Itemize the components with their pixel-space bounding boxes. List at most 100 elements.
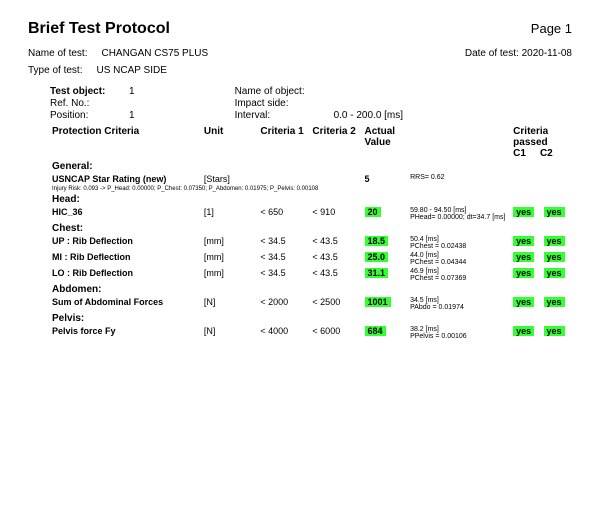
row-star: USNCAP Star Rating (new) [Stars] 5 RRS= … bbox=[50, 173, 572, 185]
star-c1 bbox=[258, 173, 310, 185]
up-c2: < 43.5 bbox=[310, 235, 362, 251]
lo-p2: yes bbox=[544, 268, 565, 278]
up-note1: 50.4 [ms] bbox=[410, 236, 509, 243]
name-of-object-label: Name of object: bbox=[235, 86, 330, 97]
pel-actual: 684 bbox=[365, 326, 386, 336]
hic-p2: yes bbox=[544, 207, 565, 217]
impact-side-label: Impact side: bbox=[235, 98, 330, 109]
row-hic: HIC_36 [1] < 650 < 910 20 59.80 - 94.50 … bbox=[50, 206, 572, 222]
star-name: USNCAP Star Rating (new) bbox=[50, 173, 202, 185]
lo-name: LO : Rib Deflection bbox=[50, 267, 202, 283]
hic-name: HIC_36 bbox=[50, 206, 202, 222]
name-of-test-value: CHANGAN CS75 PLUS bbox=[101, 48, 208, 59]
body-indent: Test object: 1 Ref. No.: Position: 1 Name … bbox=[28, 86, 572, 341]
hic-c1: < 650 bbox=[258, 206, 310, 222]
section-pelvis: Pelvis: bbox=[50, 312, 572, 325]
hdr-p2: C2 bbox=[540, 148, 564, 159]
star-unit: [Stars] bbox=[202, 173, 258, 185]
report-page: Brief Test Protocol Page 1 Name of test:… bbox=[0, 0, 600, 351]
pel-p1: yes bbox=[513, 326, 534, 336]
hic-p1: yes bbox=[513, 207, 534, 217]
abd-c2: < 2500 bbox=[310, 296, 362, 312]
star-risk: Injury Risk: 0.093 -> P_Head: 0.00000; P… bbox=[50, 185, 572, 193]
pel-note1: 38.2 [ms] bbox=[410, 326, 509, 333]
hic-note2: PHead= 0.00000; dt=34.7 [ms] bbox=[410, 214, 509, 221]
hic-actual: 20 bbox=[365, 207, 381, 217]
lo-note2: PChest = 0.07369 bbox=[410, 275, 509, 282]
pel-p2: yes bbox=[544, 326, 565, 336]
up-unit: [mm] bbox=[202, 235, 258, 251]
hdr-passed: Criteria passed C1 C2 bbox=[511, 125, 572, 160]
test-object-label: Test object: bbox=[50, 86, 125, 97]
pel-c1: < 4000 bbox=[258, 325, 310, 341]
abd-note2: PAbdo = 0.01974 bbox=[410, 304, 509, 311]
hdr-p1: C1 bbox=[513, 148, 537, 159]
hdr-criteria: Protection Criteria bbox=[50, 125, 202, 160]
hdr-passed-label: Criteria passed bbox=[513, 126, 570, 148]
title-row: Brief Test Protocol Page 1 bbox=[28, 20, 572, 38]
pel-note2: PPelvis = 0.00106 bbox=[410, 333, 509, 340]
ref-no-label: Ref. No.: bbox=[50, 98, 125, 109]
lo-unit: [mm] bbox=[202, 267, 258, 283]
pel-c2: < 6000 bbox=[310, 325, 362, 341]
mi-c1: < 34.5 bbox=[258, 251, 310, 267]
date-of-test-value: 2020-11-08 bbox=[522, 48, 572, 59]
mi-unit: [mm] bbox=[202, 251, 258, 267]
up-actual: 18.5 bbox=[365, 236, 389, 246]
position-label: Position: bbox=[50, 110, 125, 121]
type-of-test-value: US NCAP SIDE bbox=[96, 65, 166, 76]
row-up: UP : Rib Deflection [mm] < 34.5 < 43.5 1… bbox=[50, 235, 572, 251]
star-c2 bbox=[310, 173, 362, 185]
mi-p1: yes bbox=[513, 252, 534, 262]
object-block: Test object: 1 Ref. No.: Position: 1 Name … bbox=[50, 86, 572, 121]
mi-note2: PChest = 0.04344 bbox=[410, 259, 509, 266]
row-lo: LO : Rib Deflection [mm] < 34.5 < 43.5 3… bbox=[50, 267, 572, 283]
abd-actual: 1001 bbox=[365, 297, 391, 307]
row-abd: Sum of Abdominal Forces [N] < 2000 < 250… bbox=[50, 296, 572, 312]
section-chest: Chest: bbox=[50, 222, 572, 235]
abd-note1: 34.5 [ms] bbox=[410, 297, 509, 304]
hdr-actual: Actual Value bbox=[363, 125, 409, 160]
up-p2: yes bbox=[544, 236, 565, 246]
star-actual: 5 bbox=[365, 174, 370, 184]
criteria-table: Protection Criteria Unit Criteria 1 Crit… bbox=[50, 125, 572, 341]
page-title: Brief Test Protocol bbox=[28, 20, 170, 38]
date-of-test-label: Date of test: bbox=[465, 48, 519, 59]
hdr-c2: Criteria 2 bbox=[310, 125, 362, 160]
hic-note1: 59.80 - 94.50 [ms] bbox=[410, 207, 509, 214]
star-note: RRS= 0.62 bbox=[408, 173, 511, 185]
page-number: Page 1 bbox=[531, 21, 572, 36]
section-abdomen: Abdomen: bbox=[50, 283, 572, 296]
lo-c2: < 43.5 bbox=[310, 267, 362, 283]
abd-p1: yes bbox=[513, 297, 534, 307]
lo-c1: < 34.5 bbox=[258, 267, 310, 283]
interval-value: 0.0 - 200.0 [ms] bbox=[334, 110, 403, 121]
section-head: Head: bbox=[50, 193, 572, 206]
lo-p1: yes bbox=[513, 268, 534, 278]
hic-unit: [1] bbox=[202, 206, 258, 222]
abd-p2: yes bbox=[544, 297, 565, 307]
mi-c2: < 43.5 bbox=[310, 251, 362, 267]
meta-row-2: Type of test: US NCAP SIDE bbox=[28, 65, 572, 76]
hic-c2: < 910 bbox=[310, 206, 362, 222]
abd-unit: [N] bbox=[202, 296, 258, 312]
hdr-c1: Criteria 1 bbox=[258, 125, 310, 160]
type-of-test-label: Type of test: bbox=[28, 65, 82, 76]
test-object-value: 1 bbox=[129, 86, 135, 97]
mi-actual: 25.0 bbox=[365, 252, 389, 262]
up-p1: yes bbox=[513, 236, 534, 246]
meta-row-1: Name of test: CHANGAN CS75 PLUS Date of … bbox=[28, 48, 572, 59]
lo-note1: 46.9 [ms] bbox=[410, 268, 509, 275]
row-mi: MI : Rib Deflection [mm] < 34.5 < 43.5 2… bbox=[50, 251, 572, 267]
abd-c1: < 2000 bbox=[258, 296, 310, 312]
name-of-test-label: Name of test: bbox=[28, 48, 87, 59]
pel-unit: [N] bbox=[202, 325, 258, 341]
up-name: UP : Rib Deflection bbox=[50, 235, 202, 251]
mi-p2: yes bbox=[544, 252, 565, 262]
hdr-unit: Unit bbox=[202, 125, 258, 160]
position-value: 1 bbox=[129, 110, 135, 121]
section-general: General: bbox=[50, 160, 572, 173]
row-pel: Pelvis force Fy [N] < 4000 < 6000 684 38… bbox=[50, 325, 572, 341]
lo-actual: 31.1 bbox=[365, 268, 389, 278]
pel-name: Pelvis force Fy bbox=[50, 325, 202, 341]
